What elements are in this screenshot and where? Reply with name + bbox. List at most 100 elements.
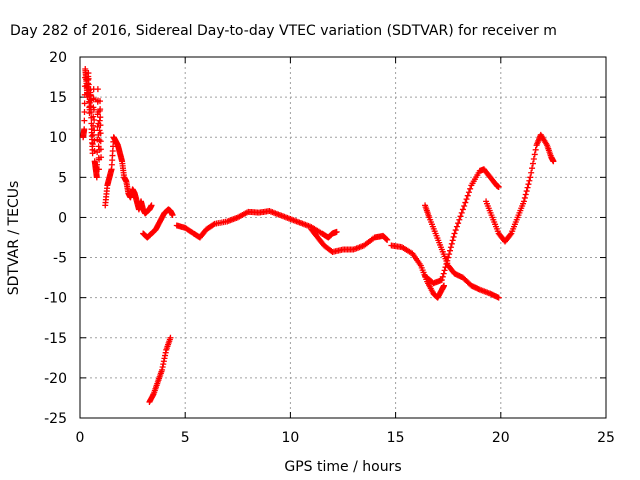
plot-frame xyxy=(79,56,607,419)
data-point xyxy=(85,70,92,77)
data-point xyxy=(522,191,529,198)
data-point xyxy=(446,251,453,258)
data-point xyxy=(447,244,454,251)
data-point xyxy=(520,198,527,205)
data-point xyxy=(461,202,468,209)
data-point xyxy=(529,165,536,172)
data-point xyxy=(97,114,104,121)
data-point xyxy=(467,185,474,192)
data-point xyxy=(443,260,450,267)
data-point xyxy=(532,146,539,153)
data-point xyxy=(465,189,472,196)
x-tick-label: 15 xyxy=(387,430,405,446)
data-point xyxy=(442,264,449,271)
data-point xyxy=(525,181,532,188)
grid-lines xyxy=(80,57,606,418)
data-point xyxy=(93,161,100,168)
data-point xyxy=(81,100,88,107)
y-tick-label: 15 xyxy=(49,90,67,106)
data-point xyxy=(97,146,104,153)
data-point xyxy=(441,267,448,274)
data-point xyxy=(95,166,102,173)
x-tick-label: 20 xyxy=(492,430,510,446)
y-axis-title: SDTVAR / TECUs xyxy=(6,181,22,296)
data-point xyxy=(167,334,174,341)
y-tick-label: 20 xyxy=(49,50,67,66)
data-point xyxy=(90,113,97,120)
data-point xyxy=(85,81,92,88)
x-tick-label: 0 xyxy=(76,430,85,446)
data-point xyxy=(97,130,104,137)
data-point xyxy=(531,151,538,158)
data-point xyxy=(89,131,96,138)
data-point xyxy=(90,96,97,103)
data-point xyxy=(440,270,447,277)
data-point xyxy=(527,174,534,181)
data-point xyxy=(449,237,456,244)
data-point xyxy=(81,117,88,124)
x-tick-label: 5 xyxy=(181,430,190,446)
data-point xyxy=(169,212,176,219)
data-point xyxy=(463,196,470,203)
data-point xyxy=(97,122,104,129)
y-tick-label: -20 xyxy=(44,371,67,387)
x-tick-label: 10 xyxy=(281,430,299,446)
data-point xyxy=(452,227,459,234)
data-point xyxy=(530,155,537,162)
data-points xyxy=(80,66,557,405)
data-point xyxy=(457,213,464,220)
data-point xyxy=(445,254,452,261)
data-point xyxy=(440,282,447,289)
y-tick-label: 5 xyxy=(58,170,67,186)
data-point xyxy=(529,160,536,167)
data-point xyxy=(85,75,92,82)
data-point xyxy=(98,154,105,161)
data-point xyxy=(87,91,94,98)
y-tick-label: 10 xyxy=(49,130,67,146)
data-point xyxy=(90,106,97,113)
data-point xyxy=(455,220,462,227)
data-point xyxy=(495,294,502,301)
data-point xyxy=(459,206,466,213)
data-point xyxy=(523,188,530,195)
data-point xyxy=(495,183,502,190)
data-point xyxy=(90,122,97,129)
data-point xyxy=(81,126,88,133)
data-point xyxy=(448,240,455,247)
data-point xyxy=(333,228,340,235)
data-point xyxy=(444,257,451,264)
data-point xyxy=(438,277,445,284)
data-point xyxy=(524,184,531,191)
data-point xyxy=(462,199,469,206)
data-point xyxy=(89,141,96,148)
data-point xyxy=(528,169,535,176)
y-tick-label: -15 xyxy=(44,331,67,347)
data-point xyxy=(458,209,465,216)
data-point xyxy=(91,117,98,124)
data-point xyxy=(91,127,98,134)
data-point xyxy=(94,86,101,93)
data-point xyxy=(447,247,454,254)
data-point xyxy=(210,221,217,228)
data-point xyxy=(507,231,514,238)
data-point xyxy=(526,177,533,184)
y-tick-label: 0 xyxy=(58,210,67,226)
x-tick-label: 25 xyxy=(597,430,615,446)
y-tick-label: -5 xyxy=(53,251,67,267)
data-point xyxy=(148,202,155,209)
data-point xyxy=(97,106,104,113)
data-point xyxy=(464,192,471,199)
data-point xyxy=(96,98,103,105)
chart-title: Day 282 of 2016, Sidereal Day-to-day VTE… xyxy=(10,23,557,39)
data-point xyxy=(94,123,101,130)
data-point xyxy=(521,194,528,201)
data-point xyxy=(81,109,88,116)
data-point xyxy=(453,223,460,230)
data-point xyxy=(93,174,100,181)
data-point xyxy=(96,127,103,134)
data-point xyxy=(97,138,104,145)
data-point xyxy=(456,216,463,223)
y-tick-label: -10 xyxy=(44,291,67,307)
data-point xyxy=(439,273,446,280)
